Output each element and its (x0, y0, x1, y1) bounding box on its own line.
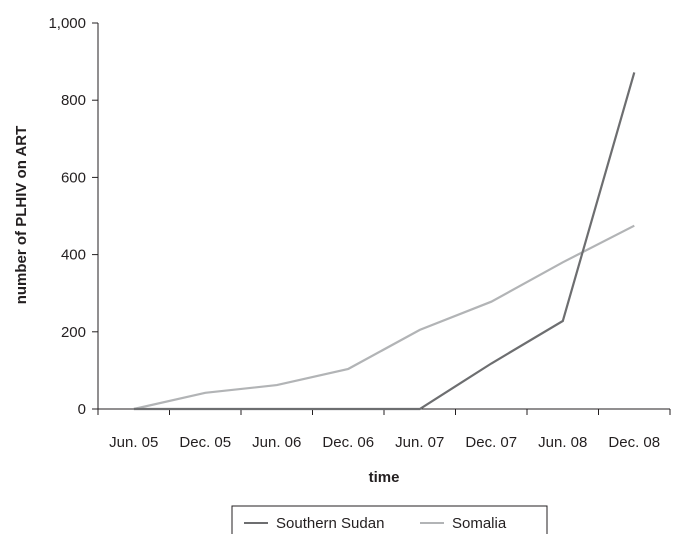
series-line-southern-sudan (133, 72, 636, 411)
legend-label-somalia: Somalia (452, 515, 507, 532)
y-tick-label: 200 (61, 324, 86, 341)
x-axis-title: time (369, 469, 400, 486)
y-tick-label: 1,000 (48, 15, 86, 32)
x-tick-label: Jun. 08 (538, 434, 587, 451)
legend: Southern Sudan Somalia (231, 505, 548, 534)
y-tick-label: 400 (61, 247, 86, 264)
y-tick-label: 0 (78, 401, 86, 418)
y-axis: 1,000 800 600 400 200 0 (48, 15, 99, 418)
y-tick-label: 600 (61, 169, 86, 186)
x-axis: Jun. 05 Dec. 05 Jun. 06 Dec. 06 Jun. 07 Dec. … (97, 408, 671, 451)
y-tick-label: 800 (61, 92, 86, 109)
x-tick-label: Dec. 06 (322, 434, 374, 451)
legend-box (231, 505, 548, 534)
x-tick-label: Jun. 07 (395, 434, 444, 451)
x-tick-label: Jun. 05 (109, 434, 158, 451)
x-tick-label: Dec. 08 (608, 434, 660, 451)
series-line-somalia (133, 224, 635, 411)
plot-lines (133, 72, 636, 411)
legend-label-southern-sudan: Southern Sudan (276, 515, 384, 532)
x-tick-label: Dec. 05 (179, 434, 231, 451)
x-tick-label: Jun. 06 (252, 434, 301, 451)
x-tick-label: Dec. 07 (465, 434, 517, 451)
y-axis-title: number of PLHIV on ART (13, 126, 30, 305)
